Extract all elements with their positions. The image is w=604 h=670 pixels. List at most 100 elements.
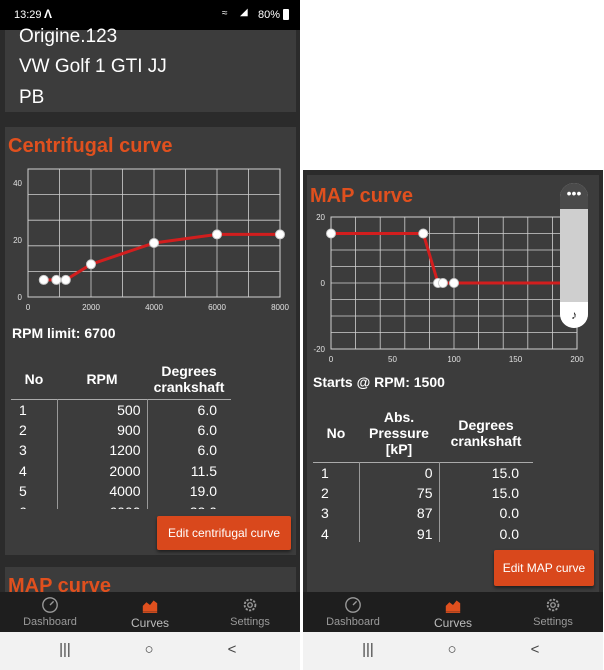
nav-dashboard[interactable]: Dashboard [303, 592, 403, 632]
cell-no: 4 [313, 523, 360, 542]
map-title-peek: MAP curve [8, 575, 112, 597]
nav-curves[interactable]: Curves [403, 592, 503, 632]
cell-no: 1 [313, 462, 360, 483]
table-row: 1 500 6.0 [11, 399, 231, 420]
cell-deg: 6.0 [197, 442, 217, 459]
centrifugal-table-scroll[interactable]: No RPM Degrees crankshaft 1 500 6.0 2 900 6.0… [11, 359, 241, 509]
x-tick-label: 6000 [208, 303, 226, 312]
car-origin: Origine.123 [19, 26, 118, 47]
x-tick-label: 0 [329, 355, 334, 364]
data-point [51, 274, 62, 285]
x-tick-label: 2000 [82, 303, 100, 312]
nav-curves-label: Curves [433, 616, 472, 630]
data-point [86, 259, 96, 270]
car-info-card: Origine.123 VW Golf 1 GTI JJ PB [5, 26, 296, 112]
x-tick-label: 200 [570, 355, 584, 364]
recents-button[interactable]: ||| [59, 641, 71, 658]
header-degrees: Degrees crankshaft [450, 416, 522, 449]
cell-no: 3 [313, 503, 360, 524]
table-row: 3 1200 6.0 [11, 440, 231, 461]
x-tick-label: 150 [509, 355, 523, 364]
cell-pressure: 75 [359, 482, 440, 503]
x-tick-label: 50 [388, 355, 397, 364]
speedometer-icon [345, 597, 361, 613]
map-title: MAP curve [310, 185, 414, 207]
table-header-row: No RPM Degrees crankshaft [11, 359, 231, 399]
data-point [212, 229, 222, 240]
centrifugal-table: No RPM Degrees crankshaft 1 500 6.0 2 900 6.0… [11, 359, 231, 509]
cell-rpm: 2000 [57, 460, 148, 481]
table-row: 1 0 15.0 [313, 462, 533, 483]
x-tick-label: 100 [447, 355, 461, 364]
cell-no: 4 [11, 460, 58, 481]
bottom-nav: Dashboard Curves Settings [303, 592, 603, 632]
data-point [149, 237, 159, 248]
table-row: 5 4000 19.0 [11, 481, 231, 502]
data-point [275, 229, 285, 240]
nav-settings[interactable]: Settings [503, 592, 603, 632]
home-button[interactable]: ○ [144, 641, 154, 658]
curve-chart-icon [445, 600, 461, 613]
edit-map-button[interactable]: Edit MAP curve [494, 550, 594, 586]
right-phone-screen: MAP curve 0 50 100 150 200 20 0 -20 Starts @ RP… [303, 170, 603, 670]
map-card: MAP curve 0 50 100 150 200 20 0 -20 Starts @ RP… [307, 175, 599, 595]
cell-deg: 6.0 [197, 421, 217, 438]
cell-no: 3 [11, 440, 58, 461]
data-point [449, 278, 459, 288]
car-model: VW Golf 1 GTI JJ [19, 56, 167, 77]
cell-no: 2 [11, 419, 58, 440]
cell-deg: 19.0 [189, 483, 217, 500]
back-button[interactable]: < [227, 641, 237, 658]
left-phone-screen: 13:29 Λ ≈ ◢ 80% Origine.123 VW Golf 1 GT… [0, 0, 300, 670]
header-pressure: Abs. Pressure [kP] [369, 408, 429, 457]
nav-settings-label: Settings [533, 616, 573, 628]
map-chart[interactable]: 0 50 100 150 200 20 0 -20 [307, 213, 597, 365]
curve-chart-icon [142, 600, 158, 613]
y-tick-label: -20 [313, 345, 325, 354]
nav-settings[interactable]: Settings [200, 592, 300, 632]
header-degrees: Degrees crankshaft [153, 362, 225, 395]
centrifugal-chart[interactable]: 0 2000 4000 6000 8000 0 20 40 [5, 165, 295, 315]
table-row: 4 91 0.0 [313, 523, 533, 542]
data-point [437, 278, 448, 288]
recents-button[interactable]: ||| [362, 641, 374, 658]
cell-deg: 15.0 [491, 484, 519, 501]
cell-deg: 0.0 [499, 525, 519, 542]
cell-deg: 22.0 [147, 502, 231, 509]
more-options-icon[interactable]: ••• [560, 183, 588, 209]
media-note-icon[interactable]: ♪ [560, 302, 588, 328]
nav-settings-label: Settings [230, 616, 270, 628]
table-row: 2 900 6.0 [11, 419, 231, 440]
cell-rpm: 1200 [57, 440, 148, 461]
map-table-scroll[interactable]: No Abs. Pressure [kP] Degrees crankshaft… [313, 404, 543, 542]
cell-pressure: 0 [359, 462, 440, 483]
header-rpm: RPM [86, 370, 118, 387]
battery-level: 80% [258, 9, 281, 21]
nav-dashboard[interactable]: Dashboard [0, 592, 100, 632]
speedometer-icon [42, 597, 58, 613]
nav-dashboard-label: Dashboard [326, 616, 380, 628]
table-header-row: No Abs. Pressure [kP] Degrees crankshaft [313, 404, 533, 462]
data-point [418, 228, 429, 239]
gear-icon [546, 598, 560, 612]
car-fuel: PB [19, 87, 45, 108]
floating-panel[interactable]: ••• ♪ [560, 183, 588, 328]
home-button[interactable]: ○ [447, 641, 457, 658]
cell-deg: 0.0 [499, 505, 519, 522]
edit-centrifugal-button[interactable]: Edit centrifugal curve [157, 516, 291, 550]
y-tick-label: 0 [321, 279, 326, 288]
x-tick-label: 4000 [145, 303, 163, 312]
table-row: 2 75 15.0 [313, 482, 533, 503]
cell-deg: 11.5 [190, 462, 217, 479]
starts-at-rpm: Starts @ RPM: 1500 [313, 374, 445, 390]
cell-rpm: 900 [57, 419, 148, 440]
cell-no: 2 [313, 482, 360, 503]
cell-rpm: 6000 [57, 501, 148, 509]
cell-rpm: 500 [57, 399, 148, 420]
y-tick-label: 40 [13, 179, 22, 188]
signal-icon: ◢ [240, 7, 248, 18]
nav-curves[interactable]: Curves [100, 592, 200, 632]
cell-pressure: 87 [359, 503, 440, 524]
back-button[interactable]: < [530, 641, 540, 658]
